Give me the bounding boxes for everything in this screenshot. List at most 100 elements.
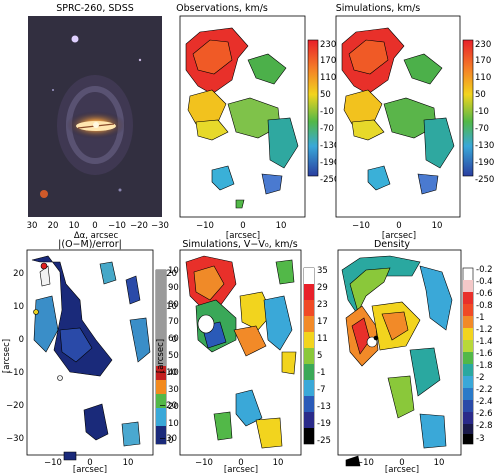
tick-label: 10 [166, 302, 177, 312]
tick-label: −10 [108, 221, 126, 231]
colorbar-label: -10 [320, 107, 334, 117]
tick-label: 0 [396, 221, 401, 231]
tick-label: −10 [195, 458, 213, 468]
colorbar-label: -10 [475, 107, 489, 117]
colorbar-label: -1.2 [476, 325, 493, 335]
panel-title-observations: Observations, km/s [176, 3, 268, 14]
panel-title-error: |(O−M)/error| [58, 239, 122, 250]
density-x-ticks: −10 0 10 [356, 458, 444, 468]
tick-label: 0 [92, 221, 97, 231]
tick-label: −30 [151, 221, 169, 231]
error-y-axis-label: [arcsec] [2, 339, 12, 373]
tick-label: 10 [434, 458, 445, 468]
colorbar-label: 50 [168, 351, 179, 361]
sdss-x-ticks: 30 20 10 0 −10 −20 −30 [27, 221, 169, 231]
tick-label: 0 [87, 458, 92, 468]
simdiff-y-ticks: 20 10 0 −10 −20 −30 [159, 269, 177, 444]
colorbar-label: 100 [168, 266, 184, 276]
colorbar-label: 40 [168, 368, 179, 378]
tick-label: −20 [6, 401, 24, 411]
colorbar-label: -130 [320, 141, 339, 151]
colorbar-label: -25 [317, 436, 331, 446]
density-colorbar: -0.2 -0.4 -0.6 -0.8 -1 -1.2 -1.4 -1.6 -1… [462, 265, 493, 445]
panel-title-sdss: SPRC-260, SDSS [56, 3, 134, 14]
simdiff-y-axis-label: [arcsec] [156, 339, 166, 373]
sdss-galaxy-image [28, 16, 162, 217]
colorbar-label: -19 [317, 419, 331, 429]
colorbar-label: 20 [168, 402, 179, 412]
tick-label: 0 [172, 335, 177, 345]
tick-label: 0 [399, 458, 404, 468]
colorbar-label: 5 [317, 351, 322, 361]
tick-label: 10 [13, 302, 24, 312]
colorbar-label: -70 [320, 124, 334, 134]
tick-label: 0 [240, 221, 245, 231]
colorbar-label: 50 [475, 90, 486, 100]
panel-title-density: Density [374, 239, 410, 250]
colorbar-label: -2.4 [476, 397, 493, 407]
colorbar-label: 29 [317, 283, 328, 293]
simdiff-x-ticks: −10 0 10 [195, 458, 283, 468]
density-x-axis-label: [arcsec] [385, 465, 419, 473]
colorbar-label: -1 [476, 313, 484, 323]
colorbar-label: -2.2 [476, 385, 493, 395]
tick-label: 20 [166, 269, 177, 279]
colorbar-label: 0 [168, 436, 173, 446]
colorbar-label: -70 [475, 124, 489, 134]
tick-label: 10 [123, 458, 134, 468]
colorbar-label: -3 [476, 434, 484, 444]
tick-label: −10 [6, 368, 24, 378]
colorbar-label: -190 [320, 158, 339, 168]
tick-label: −30 [159, 434, 177, 444]
colorbar-label: -130 [475, 141, 494, 151]
simulations-colorbar: 230 170 110 50 -10 -70 -130 -190 -250 [462, 39, 494, 185]
colorbar-label: -250 [320, 175, 339, 185]
tick-label: 20 [48, 221, 59, 231]
colorbar-label: -1.4 [476, 337, 493, 347]
sdss-x-axis-label: Δα, arcsec [74, 231, 119, 241]
colorbar-label: 23 [317, 300, 328, 310]
tick-label: −20 [159, 401, 177, 411]
error-y-ticks: 20 10 0 −10 −20 −30 [6, 269, 24, 444]
tick-label: −20 [130, 221, 148, 231]
colorbar-label: -13 [317, 402, 331, 412]
tick-label: 0 [19, 335, 24, 345]
simulations-velocity-map [341, 27, 455, 195]
panel-title-simulations: Simulations, km/s [336, 3, 421, 14]
colorbar-label: -250 [475, 175, 494, 185]
colorbar-label: -1.6 [476, 349, 493, 359]
observations-velocity-map [185, 27, 299, 209]
observations-x-axis-label: [arcsec] [226, 231, 260, 241]
colorbar-label: 230 [320, 40, 336, 50]
colorbar-label: -1 [317, 368, 325, 378]
colorbar-label: 170 [475, 56, 491, 66]
tick-label: 10 [432, 221, 443, 231]
colorbar-label: 230 [475, 40, 491, 50]
panel-title-simdiff: Simulations, V−V₀, km/s [182, 239, 297, 250]
tick-label: −30 [6, 434, 24, 444]
error-x-axis-label: [arcsec] [73, 465, 107, 473]
colorbar-label: -0.4 [476, 277, 493, 287]
tick-label: −10 [159, 368, 177, 378]
tick-label: 0 [238, 458, 243, 468]
error-map [31, 255, 151, 461]
error-x-ticks: −10 0 10 [44, 458, 133, 468]
colorbar-label: 90 [168, 283, 179, 293]
tick-label: −10 [196, 221, 214, 231]
tick-label: −10 [44, 458, 62, 468]
colorbar-label: 80 [168, 300, 179, 310]
colorbar-label: -2.8 [476, 421, 493, 431]
colorbar-label: -2.6 [476, 409, 493, 419]
tick-label: 30 [27, 221, 38, 231]
tick-label: −10 [352, 221, 370, 231]
tick-label: 10 [273, 458, 284, 468]
colorbar-label: 11 [317, 334, 328, 344]
tick-label: 10 [276, 221, 287, 231]
colorbar-label: 60 [168, 334, 179, 344]
tick-label: 20 [13, 269, 24, 279]
simdiff-map [185, 255, 297, 449]
colorbar-label: 170 [320, 56, 336, 66]
tick-label: 10 [69, 221, 80, 231]
colorbar-label: 50 [320, 90, 331, 100]
